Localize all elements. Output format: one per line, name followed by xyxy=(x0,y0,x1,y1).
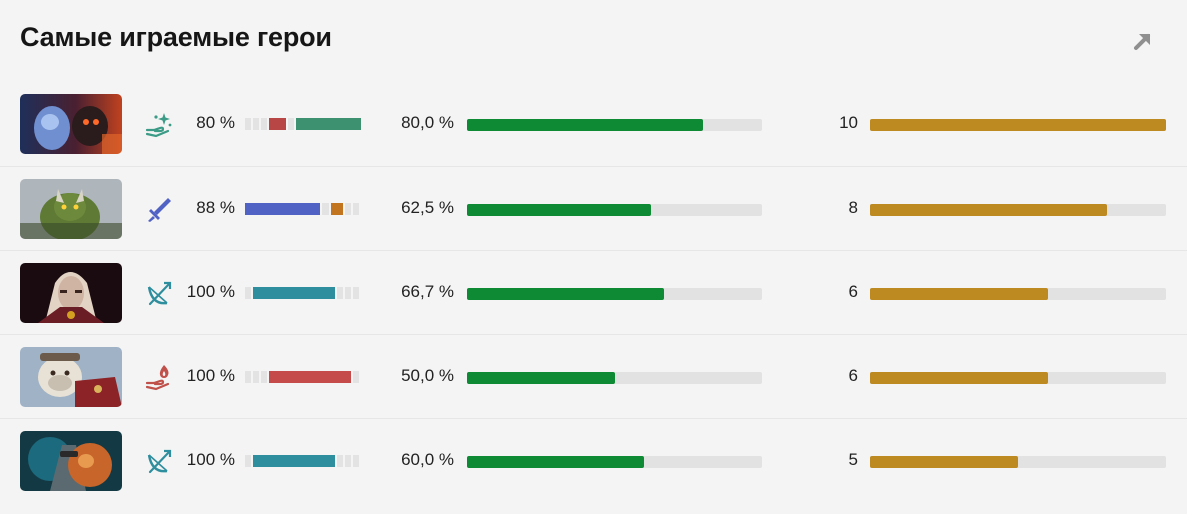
winrate-bar-fill xyxy=(467,372,615,384)
role-distribution-bar xyxy=(245,455,359,467)
role-percent: 80 % xyxy=(196,113,235,132)
role-segment xyxy=(245,118,251,130)
hero-portrait-teal-orange[interactable] xyxy=(20,431,122,491)
hero-row[interactable]: 100 % 50,0 % 6 xyxy=(0,334,1187,419)
role-segment xyxy=(353,287,359,299)
role-segment xyxy=(245,287,251,299)
winrate-bar-track xyxy=(467,372,762,384)
role-distribution-bar xyxy=(245,371,359,383)
hero-row[interactable]: 80 % 80,0 % 10 xyxy=(0,82,1187,166)
role-segment xyxy=(245,371,251,383)
role-segment xyxy=(353,203,359,215)
winrate-bar-track xyxy=(467,456,762,468)
games-count: 8 xyxy=(848,198,858,217)
winrate-value: 80,0 % xyxy=(401,113,454,132)
fire-hand-icon xyxy=(144,363,174,393)
winrate-bar-fill xyxy=(467,456,644,468)
hero-portrait-white-red[interactable] xyxy=(20,347,122,407)
role-percent: 88 % xyxy=(196,198,235,217)
role-distribution-bar xyxy=(245,118,361,130)
games-bar-track xyxy=(870,119,1166,131)
hero-row[interactable]: 88 % 62,5 % 8 xyxy=(0,166,1187,251)
role-segment xyxy=(345,287,351,299)
games-bar-fill xyxy=(870,204,1107,216)
role-segment xyxy=(253,455,335,467)
winrate-bar-fill xyxy=(467,204,652,216)
role-percent: 100 % xyxy=(186,366,235,385)
role-segment xyxy=(345,455,351,467)
role-segment xyxy=(245,455,251,467)
support-hand-icon xyxy=(144,110,174,140)
hero-portrait-green[interactable] xyxy=(20,179,122,239)
bow-icon xyxy=(144,279,174,309)
winrate-bar-fill xyxy=(467,288,664,300)
hero-row[interactable]: 100 % 60,0 % 5 xyxy=(0,418,1187,503)
role-distribution-bar xyxy=(245,203,359,215)
games-bar-fill xyxy=(870,119,1166,131)
games-bar-track xyxy=(870,288,1166,300)
sword-icon xyxy=(144,195,174,225)
winrate-bar-track xyxy=(467,119,762,131)
winrate-value: 62,5 % xyxy=(401,198,454,217)
page-title: Самые играемые герои xyxy=(20,22,332,52)
hero-portrait-pale[interactable] xyxy=(20,263,122,323)
games-count: 6 xyxy=(848,282,858,301)
role-segment xyxy=(288,118,294,130)
role-percent: 100 % xyxy=(186,450,235,469)
games-bar-fill xyxy=(870,372,1048,384)
winrate-value: 66,7 % xyxy=(401,282,454,301)
role-segment xyxy=(261,118,267,130)
role-segment xyxy=(345,203,351,215)
games-count: 5 xyxy=(848,450,858,469)
winrate-bar-fill xyxy=(467,119,703,131)
expand-arrow-icon[interactable] xyxy=(1128,26,1158,56)
role-segment xyxy=(353,455,359,467)
role-segment xyxy=(245,203,320,215)
games-bar-track xyxy=(870,204,1166,216)
hero-portrait-blue-red[interactable] xyxy=(20,94,122,154)
games-bar-fill xyxy=(870,288,1048,300)
role-segment xyxy=(261,371,267,383)
bow-icon xyxy=(144,447,174,477)
role-distribution-bar xyxy=(245,287,359,299)
winrate-bar-track xyxy=(467,288,762,300)
role-segment xyxy=(337,455,343,467)
role-segment xyxy=(331,203,343,215)
role-segment xyxy=(253,118,259,130)
role-percent: 100 % xyxy=(186,282,235,301)
games-bar-track xyxy=(870,372,1166,384)
games-count: 10 xyxy=(839,113,858,132)
winrate-bar-track xyxy=(467,204,762,216)
role-segment xyxy=(269,118,286,130)
hero-row[interactable]: 100 % 66,7 % 6 xyxy=(0,250,1187,335)
role-segment xyxy=(253,371,259,383)
games-count: 6 xyxy=(848,366,858,385)
games-bar-fill xyxy=(870,456,1018,468)
winrate-value: 50,0 % xyxy=(401,366,454,385)
role-segment xyxy=(322,203,329,215)
role-segment xyxy=(296,118,361,130)
role-segment xyxy=(353,371,359,383)
winrate-value: 60,0 % xyxy=(401,450,454,469)
role-segment xyxy=(253,287,335,299)
games-bar-track xyxy=(870,456,1166,468)
role-segment xyxy=(337,287,343,299)
role-segment xyxy=(269,371,351,383)
